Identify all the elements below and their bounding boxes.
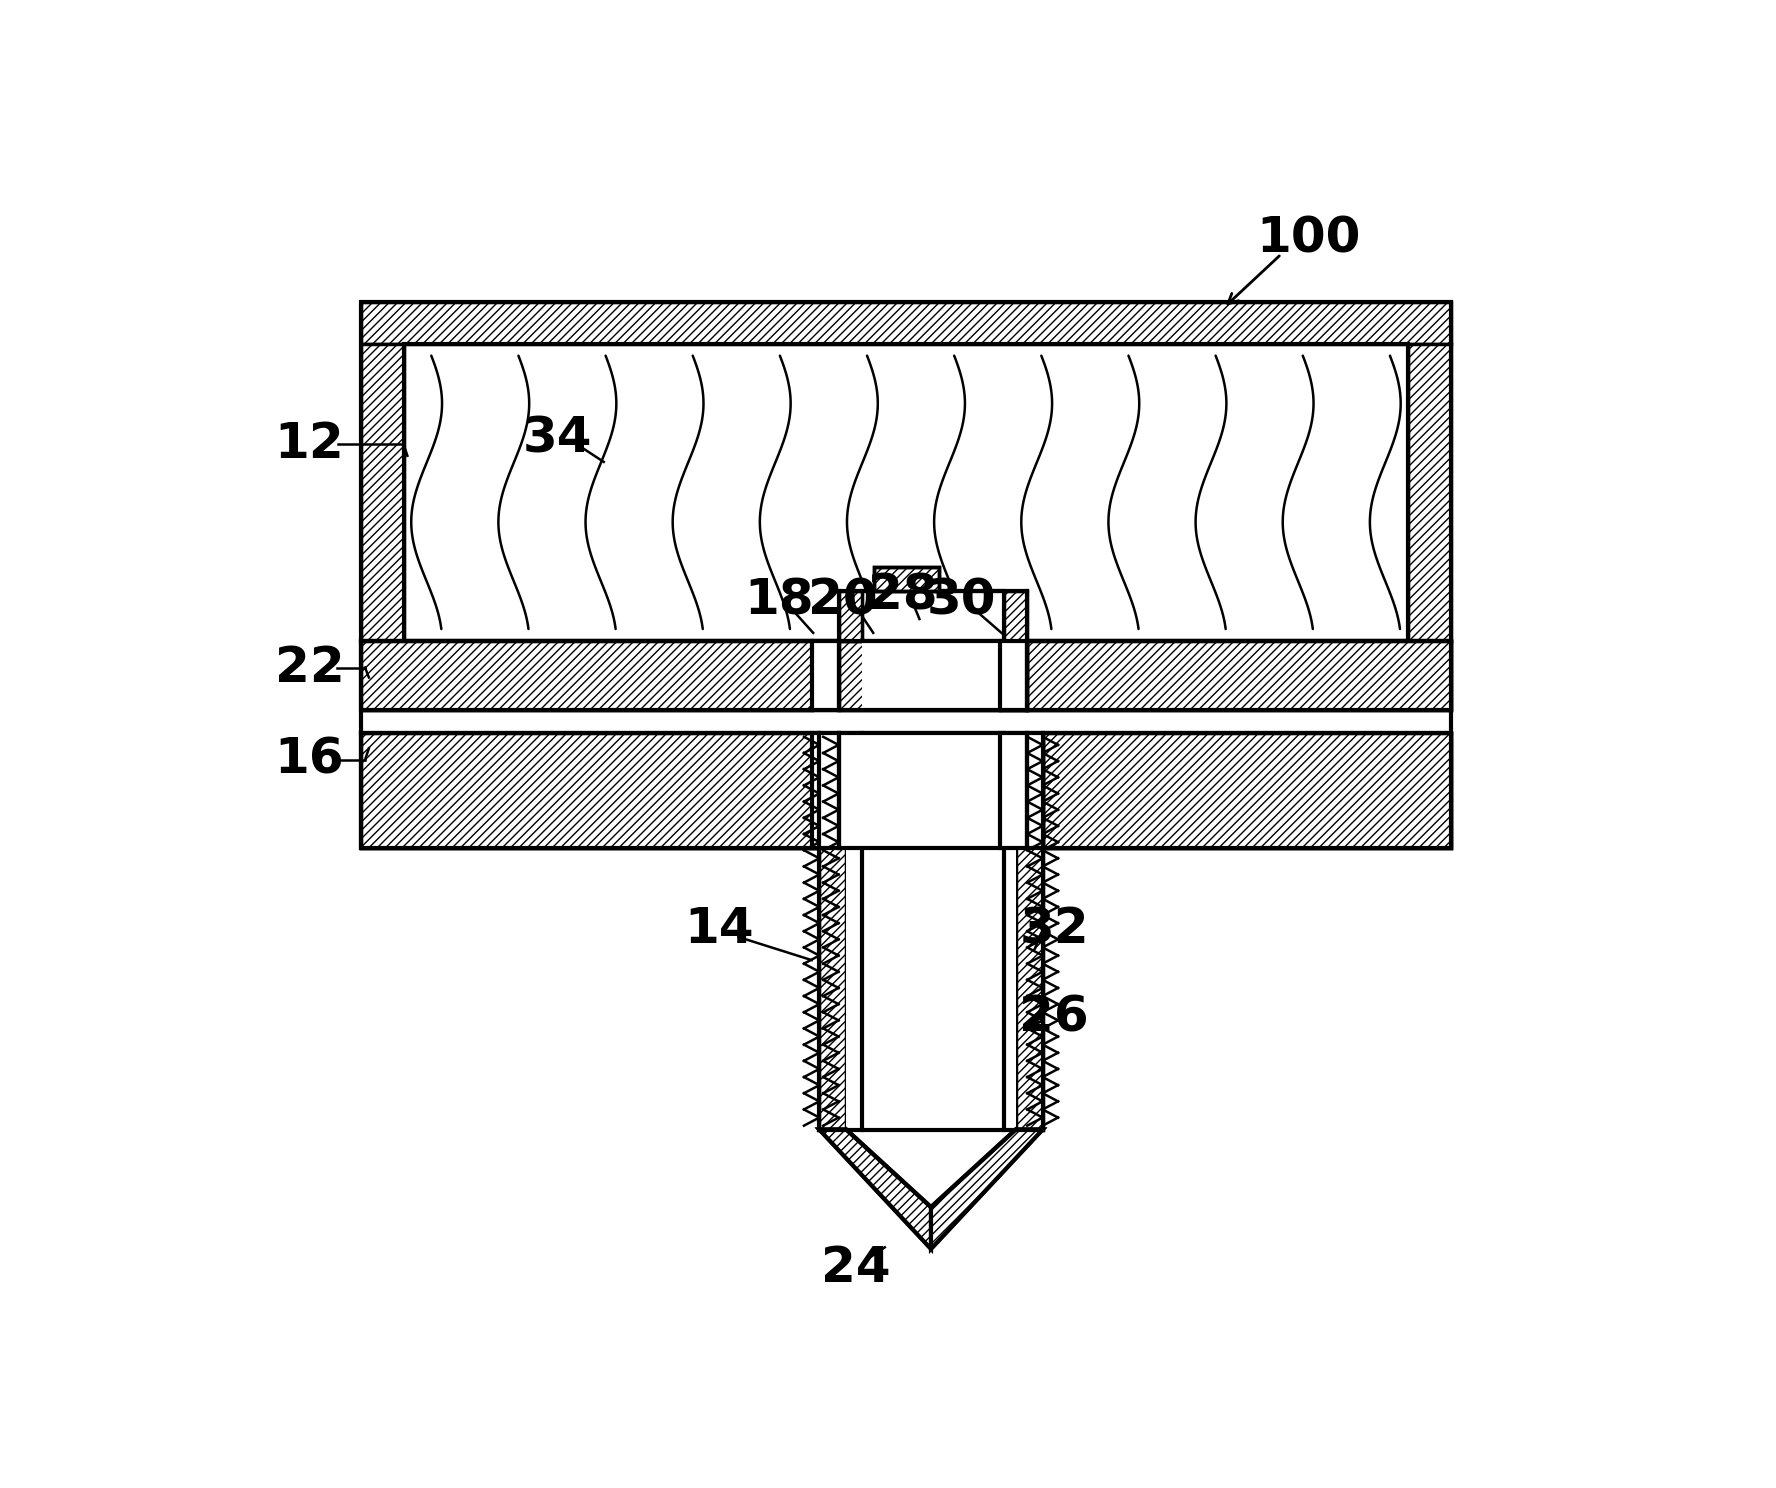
Bar: [361, 640, 812, 710]
Bar: [361, 302, 1451, 640]
Text: 20: 20: [808, 576, 877, 625]
Bar: [1003, 591, 1027, 640]
Text: 18: 18: [744, 576, 813, 625]
Bar: [361, 640, 1451, 848]
Polygon shape: [847, 1129, 1016, 1207]
Polygon shape: [819, 1129, 1043, 1248]
Bar: [874, 567, 940, 591]
Bar: [403, 344, 1408, 640]
Bar: [838, 640, 1027, 710]
Text: 16: 16: [275, 737, 345, 784]
Text: 32: 32: [1019, 905, 1089, 954]
Text: 12: 12: [275, 420, 345, 469]
Bar: [861, 734, 1003, 1129]
Bar: [812, 734, 838, 848]
Bar: [1000, 734, 1027, 848]
Bar: [812, 640, 838, 710]
Text: 28: 28: [868, 571, 938, 620]
Text: 14: 14: [684, 905, 755, 954]
Bar: [361, 640, 1451, 710]
Bar: [812, 734, 838, 848]
Bar: [361, 734, 1451, 848]
Bar: [838, 591, 861, 640]
Bar: [361, 640, 1451, 710]
Text: 24: 24: [821, 1244, 890, 1292]
Bar: [1027, 640, 1451, 710]
Bar: [861, 640, 1003, 710]
Bar: [1043, 734, 1451, 848]
Bar: [403, 344, 1408, 640]
Bar: [838, 734, 1027, 848]
Polygon shape: [819, 1129, 931, 1248]
Bar: [819, 734, 847, 1129]
Bar: [1000, 734, 1027, 848]
Bar: [1000, 640, 1027, 710]
Bar: [1408, 344, 1451, 640]
Text: 22: 22: [275, 643, 345, 692]
Bar: [361, 734, 1451, 848]
Bar: [1016, 734, 1043, 1129]
Bar: [874, 567, 940, 591]
Bar: [361, 734, 819, 848]
Text: 26: 26: [1019, 994, 1089, 1042]
Bar: [1000, 640, 1027, 710]
Text: 34: 34: [522, 415, 591, 463]
Bar: [847, 734, 1016, 1129]
Bar: [819, 734, 1043, 848]
Text: 100: 100: [1256, 214, 1360, 262]
Text: 30: 30: [927, 576, 996, 625]
Bar: [361, 302, 1451, 344]
Polygon shape: [931, 1129, 1043, 1248]
Bar: [861, 591, 1003, 640]
Bar: [361, 344, 403, 640]
